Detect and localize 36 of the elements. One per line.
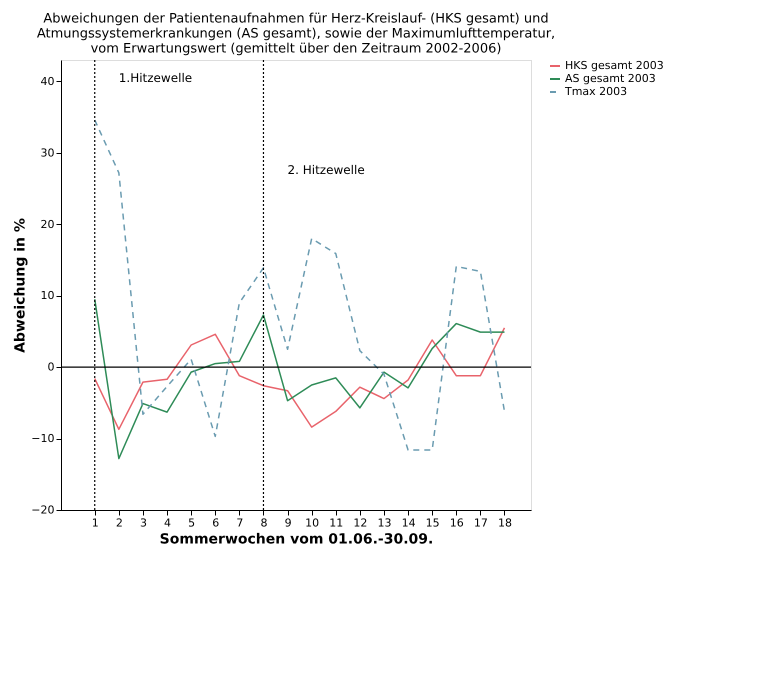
legend-label: Tmax 2003 [564, 85, 628, 98]
x-tick-label: 5 [188, 516, 196, 530]
x-tick-label: 14 [402, 516, 416, 530]
y-tick-label: 40 [40, 74, 54, 88]
y-tick-label: −10 [31, 432, 54, 446]
y-tick-label: 30 [40, 146, 54, 160]
chart-title: Abweichungen der Patientenaufnahmen für Herz-Kreislauf- (HKS gesamt) und Atmungssystemerkrankungen (AS gesamt), sowie der Maximumlufttemperatur, vom Erwartungswert (gemittelt über den Zeitraum 2002-2006) [36, 11, 556, 56]
x-tick-label: 17 [474, 516, 488, 530]
x-tick-label: 10 [305, 516, 320, 530]
x-tick-label: 8 [260, 516, 268, 530]
legend-label: AS gesamt 2003 [565, 72, 656, 85]
y-axis-title: Abweichung in % [12, 218, 28, 353]
x-tick-label: 7 [236, 516, 244, 530]
x-tick-label: 11 [329, 516, 344, 530]
x-tick-label: 15 [426, 516, 440, 530]
x-tick-label: 9 [284, 516, 292, 530]
ref-line-label: 1.Hitzewelle [118, 71, 192, 85]
x-axis-title: Sommerwochen vom 01.06.-30.09. [160, 532, 434, 548]
legend-label: HKS gesamt 2003 [565, 59, 664, 72]
line-series [94, 327, 506, 430]
y-tick-label: 0 [48, 360, 54, 374]
y-tick-label: 20 [40, 218, 54, 231]
x-tick-label: 12 [353, 516, 368, 530]
y-tick-label: −20 [31, 504, 54, 516]
x-tick-label: 18 [498, 516, 512, 530]
x-tick-label: 13 [377, 516, 392, 530]
x-tick-label: 3 [140, 516, 147, 530]
x-tick-label: 16 [450, 516, 464, 530]
line-series [94, 119, 506, 451]
x-tick-label: 2 [116, 516, 123, 530]
y-tick-label: 10 [40, 289, 54, 302]
ref-line-label: 2. Hitzewelle [287, 163, 365, 177]
line-series [94, 298, 506, 460]
x-tick-label: 4 [164, 516, 172, 530]
x-tick-label: 6 [212, 516, 220, 530]
x-tick-label: 1 [92, 516, 99, 530]
